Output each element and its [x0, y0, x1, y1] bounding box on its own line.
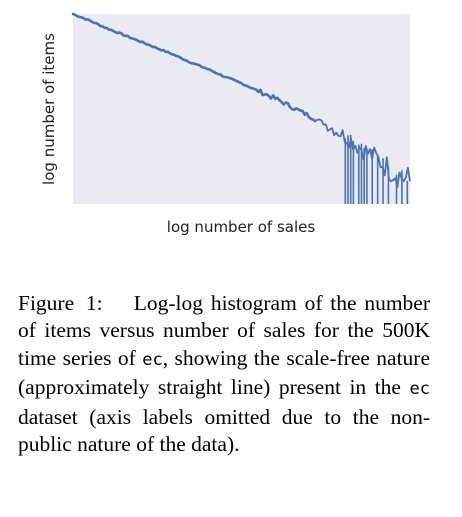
- series-line-items-vs-sales: [71, 12, 317, 123]
- caption-code-ec-2: ec: [409, 379, 430, 400]
- noisy-tail-spikes: [344, 134, 409, 204]
- caption-code-ec-1: ec: [142, 349, 163, 370]
- caption-text-3: dataset (axis labels omitted due to the …: [18, 404, 430, 457]
- figure-caption: Figure 1: Log-log histogram of the numbe…: [18, 290, 430, 458]
- caption-label: Figure 1:: [18, 291, 103, 315]
- x-axis-label: log number of sales: [167, 218, 316, 236]
- figure-1: log number of items log number of sales: [0, 0, 462, 250]
- loglog-histogram-chart: log number of items log number of sales: [40, 12, 411, 236]
- caption-text-2: , showing the scale-free nature (approxi…: [18, 345, 431, 400]
- caption-text-1: Log-log histogram of the number of items…: [18, 291, 430, 370]
- y-axis-label: log number of items: [40, 33, 58, 185]
